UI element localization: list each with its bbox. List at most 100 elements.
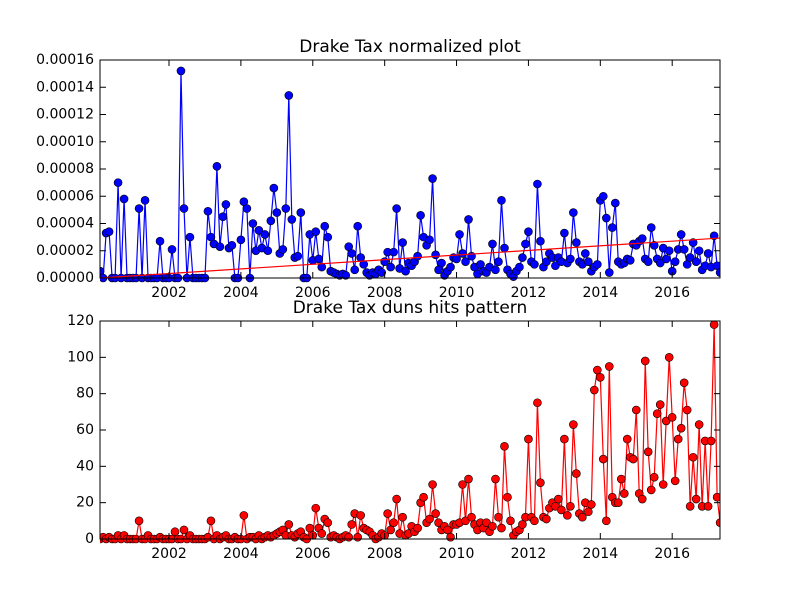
marker (661, 254, 671, 264)
marker (458, 480, 467, 489)
marker (314, 254, 324, 264)
marker (506, 516, 515, 526)
marker (443, 525, 452, 535)
y-tick-label: 0.00010 (36, 134, 94, 150)
marker (488, 521, 497, 531)
marker (598, 454, 608, 464)
marker (389, 518, 398, 527)
marker (593, 260, 602, 269)
marker (497, 196, 506, 205)
marker (628, 454, 638, 464)
marker (494, 257, 503, 266)
y-tick-label: 0.00012 (36, 107, 94, 123)
marker (604, 362, 614, 371)
marker (664, 246, 674, 256)
marker (341, 270, 351, 280)
marker (709, 320, 719, 329)
marker (431, 250, 440, 260)
marker (119, 194, 129, 204)
y-tick-label: 120 (67, 313, 94, 329)
marker (602, 213, 611, 223)
marker (491, 474, 500, 484)
marker (646, 485, 656, 495)
marker (320, 221, 330, 231)
marker (607, 223, 617, 232)
x-tick-label: 2002 (151, 285, 187, 301)
marker (356, 511, 365, 520)
marker (263, 246, 273, 256)
marker (353, 532, 363, 542)
marker (455, 230, 464, 239)
marker (572, 238, 581, 247)
marker (170, 527, 180, 537)
x-tick-label: 2012 (511, 285, 547, 301)
marker (212, 161, 222, 171)
marker (134, 204, 144, 213)
marker (533, 398, 542, 408)
marker (491, 265, 500, 275)
y-tick-label: 0.00000 (36, 270, 94, 286)
marker (581, 249, 590, 258)
marker (167, 245, 177, 254)
marker (542, 514, 551, 524)
marker (569, 420, 578, 429)
marker (500, 243, 509, 253)
x-tick-label: 2004 (223, 285, 259, 301)
marker (398, 512, 407, 522)
marker (464, 215, 473, 224)
marker (431, 509, 440, 518)
marker (679, 245, 689, 254)
marker (446, 262, 455, 272)
marker (652, 409, 662, 418)
marker (305, 523, 315, 533)
marker (344, 532, 354, 542)
marker (670, 476, 680, 486)
marker (311, 227, 321, 236)
marker (658, 480, 668, 489)
marker (134, 516, 144, 526)
marker (425, 514, 434, 524)
marker (416, 211, 425, 220)
marker (602, 516, 611, 526)
marker (383, 509, 392, 518)
marker (694, 246, 704, 256)
marker (518, 520, 527, 529)
marker (578, 512, 587, 522)
x-tick-label: 2008 (367, 285, 403, 301)
y-tick-label: 0.00008 (36, 161, 94, 177)
marker (619, 489, 629, 498)
marker (413, 523, 422, 533)
marker (239, 511, 249, 520)
marker (604, 268, 614, 277)
marker (428, 480, 437, 489)
marker (551, 261, 560, 271)
x-tick-label: 2006 (295, 546, 331, 562)
marker (685, 501, 695, 511)
marker (613, 498, 623, 507)
marker (401, 266, 410, 276)
marker (446, 532, 455, 542)
marker (688, 238, 698, 247)
marker (515, 262, 524, 272)
marker (461, 257, 470, 266)
marker (389, 247, 398, 257)
marker (703, 501, 713, 511)
marker (278, 245, 288, 254)
marker (685, 253, 695, 262)
marker (649, 472, 659, 482)
marker (176, 66, 186, 76)
marker (542, 257, 551, 266)
x-tick-label: 2004 (223, 546, 259, 562)
marker (691, 257, 701, 266)
marker (655, 258, 665, 268)
marker (488, 239, 497, 249)
marker (323, 232, 333, 242)
x-tick-label: 2010 (439, 546, 475, 562)
marker (536, 478, 545, 487)
marker (428, 174, 437, 183)
chart-title: Drake Tax duns hits pattern (293, 298, 528, 318)
marker (596, 373, 605, 382)
marker (392, 204, 401, 213)
marker (392, 494, 401, 504)
